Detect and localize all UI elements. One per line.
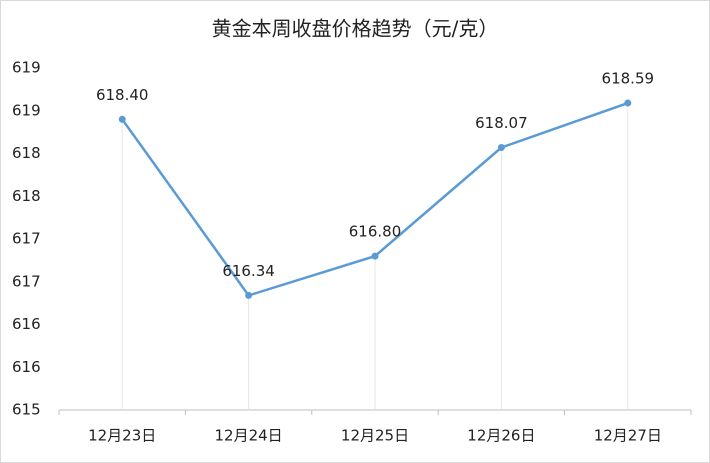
- y-tick-label: 618: [12, 144, 41, 162]
- data-label: 618.40: [96, 86, 149, 104]
- y-tick-label: 617: [12, 230, 41, 248]
- x-tick-label: 12月23日: [88, 427, 156, 445]
- data-point: [497, 144, 505, 152]
- data-point: [371, 252, 379, 260]
- y-tick-label: 619: [12, 101, 41, 119]
- y-tick-label: 617: [12, 272, 41, 290]
- y-tick-label: 616: [12, 315, 41, 333]
- y-tick-label: 616: [12, 358, 41, 376]
- data-point: [118, 115, 126, 123]
- x-tick-label: 12月27日: [594, 427, 662, 445]
- x-tick-label: 12月25日: [341, 427, 409, 445]
- data-label: 618.59: [602, 70, 655, 88]
- y-tick-label: 619: [12, 59, 41, 77]
- y-tick-label: 615: [12, 401, 41, 419]
- data-label: 618.07: [475, 114, 528, 132]
- data-label: 616.34: [222, 262, 275, 280]
- data-label: 616.80: [349, 223, 402, 241]
- x-tick-label: 12月26日: [467, 427, 535, 445]
- y-tick-label: 618: [12, 187, 41, 205]
- data-point: [624, 99, 632, 107]
- data-point: [245, 291, 253, 299]
- x-tick-label: 12月24日: [215, 427, 283, 445]
- chart-title: 黄金本周收盘价格趋势（元/克）: [212, 17, 499, 41]
